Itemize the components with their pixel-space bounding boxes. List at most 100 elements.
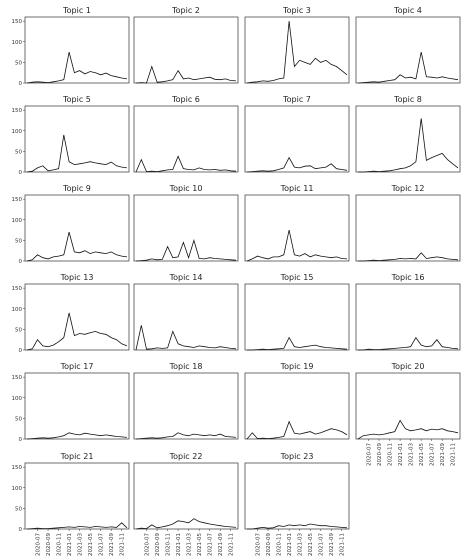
y-tick-label: 0 bbox=[19, 527, 23, 533]
panel-frame bbox=[355, 194, 461, 262]
panel-title: Topic 19 bbox=[280, 362, 314, 371]
series-line bbox=[357, 419, 459, 440]
x-tick-label: 2021-07 bbox=[99, 533, 105, 556]
panel-title: Topic 10 bbox=[169, 184, 203, 193]
panel-title: Topic 22 bbox=[169, 452, 203, 461]
panel-title: Topic 20 bbox=[391, 362, 425, 371]
x-tick-label: 2021-01 bbox=[287, 533, 293, 556]
panel-title: Topic 17 bbox=[60, 362, 94, 371]
panel-frame bbox=[24, 16, 130, 84]
series-line bbox=[135, 65, 237, 84]
x-tick-label: 2021-03 bbox=[409, 443, 415, 466]
x-tick-label: 2020-07 bbox=[36, 533, 42, 556]
panel-title: Topic 18 bbox=[169, 362, 203, 371]
x-tick-label: 2020-11 bbox=[277, 533, 283, 556]
series-line bbox=[135, 239, 237, 262]
panel-title: Topic 1 bbox=[62, 6, 91, 15]
panel-frame bbox=[244, 283, 350, 351]
x-tick-label: 2020-11 bbox=[388, 443, 394, 466]
panel-title: Topic 21 bbox=[60, 452, 94, 461]
y-tick-label: 50 bbox=[15, 327, 22, 333]
x-tick-label: 2021-09 bbox=[218, 533, 224, 556]
x-tick-label: 2021-09 bbox=[329, 533, 335, 556]
y-tick-label: 50 bbox=[15, 149, 22, 155]
panel-title: Topic 2 bbox=[171, 6, 200, 15]
panel-frame bbox=[355, 372, 461, 440]
panel-frame bbox=[133, 283, 239, 351]
panel-frame bbox=[133, 372, 239, 440]
y-tick-label: 50 bbox=[15, 60, 22, 66]
y-tick-label: 0 bbox=[19, 170, 23, 176]
panel-title: Topic 7 bbox=[282, 95, 311, 104]
panel-frame bbox=[24, 372, 130, 440]
series-line bbox=[135, 432, 237, 440]
series-line bbox=[26, 134, 128, 173]
series-line bbox=[246, 21, 348, 84]
panel-frame bbox=[24, 194, 130, 262]
panel-frame bbox=[133, 16, 239, 84]
y-tick-label: 0 bbox=[19, 259, 23, 265]
y-tick-label: 50 bbox=[15, 506, 22, 512]
panel-frame bbox=[355, 105, 461, 173]
series-line bbox=[247, 523, 348, 530]
panel-frame bbox=[355, 283, 461, 351]
x-tick-label: 2020-09 bbox=[46, 533, 52, 556]
x-tick-label: 2020-07 bbox=[367, 443, 373, 466]
series-line bbox=[247, 336, 348, 351]
x-tick-label: 2021-03 bbox=[78, 533, 84, 556]
x-tick-label: 2020-07 bbox=[256, 533, 262, 556]
y-tick-label: 100 bbox=[12, 218, 23, 224]
panel-frame bbox=[133, 105, 239, 173]
y-tick-label: 0 bbox=[19, 81, 23, 87]
x-tick-label: 2021-01 bbox=[398, 443, 404, 466]
x-tick-label: 2020-09 bbox=[377, 443, 383, 466]
y-tick-label: 100 bbox=[12, 486, 23, 492]
x-tick-label: 2021-05 bbox=[308, 533, 314, 556]
y-tick-label: 150 bbox=[12, 197, 23, 203]
panel-title: Topic 16 bbox=[391, 273, 425, 282]
panel-title: Topic 6 bbox=[171, 95, 200, 104]
series-line bbox=[358, 336, 459, 351]
x-tick-label: 2021-03 bbox=[298, 533, 304, 556]
series-line bbox=[26, 522, 128, 530]
series-line bbox=[246, 420, 348, 440]
panel-title: Topic 5 bbox=[62, 95, 91, 104]
panel-frame bbox=[244, 105, 350, 173]
x-tick-label: 2021-05 bbox=[419, 443, 425, 466]
panel-title: Topic 8 bbox=[393, 95, 422, 104]
x-tick-label: 2020-07 bbox=[145, 533, 151, 556]
y-tick-label: 50 bbox=[15, 416, 22, 422]
panel-title: Topic 14 bbox=[169, 273, 203, 282]
x-tick-label: 2020-09 bbox=[155, 533, 161, 556]
panel-title: Topic 12 bbox=[391, 184, 425, 193]
panel-title: Topic 3 bbox=[282, 6, 311, 15]
panel-title: Topic 23 bbox=[280, 452, 314, 461]
series-line bbox=[135, 155, 237, 173]
series-line bbox=[26, 52, 128, 84]
x-tick-label: 2021-03 bbox=[187, 533, 193, 556]
x-tick-label: 2020-11 bbox=[166, 533, 172, 556]
x-tick-label: 2021-07 bbox=[319, 533, 325, 556]
x-tick-label: 2020-11 bbox=[57, 533, 63, 556]
series-line bbox=[26, 231, 128, 262]
x-tick-label: 2021-09 bbox=[109, 533, 115, 556]
panel-title: Topic 4 bbox=[393, 6, 422, 15]
y-tick-label: 150 bbox=[12, 465, 23, 471]
x-tick-label: 2020-09 bbox=[266, 533, 272, 556]
x-tick-label: 2021-07 bbox=[208, 533, 214, 556]
panel-title: Topic 13 bbox=[60, 273, 94, 282]
series-line bbox=[26, 432, 128, 440]
panel-title: Topic 9 bbox=[62, 184, 91, 193]
series-line bbox=[357, 52, 459, 84]
y-tick-label: 100 bbox=[12, 40, 23, 46]
y-tick-label: 50 bbox=[15, 238, 22, 244]
x-tick-label: 2021-07 bbox=[430, 443, 436, 466]
x-tick-label: 2021-11 bbox=[340, 533, 346, 556]
y-tick-label: 150 bbox=[12, 19, 23, 25]
panel-title: Topic 15 bbox=[280, 273, 314, 282]
panel-frame bbox=[133, 194, 239, 262]
y-tick-label: 0 bbox=[19, 348, 23, 354]
panel-frame bbox=[24, 283, 130, 351]
y-tick-label: 100 bbox=[12, 129, 23, 135]
